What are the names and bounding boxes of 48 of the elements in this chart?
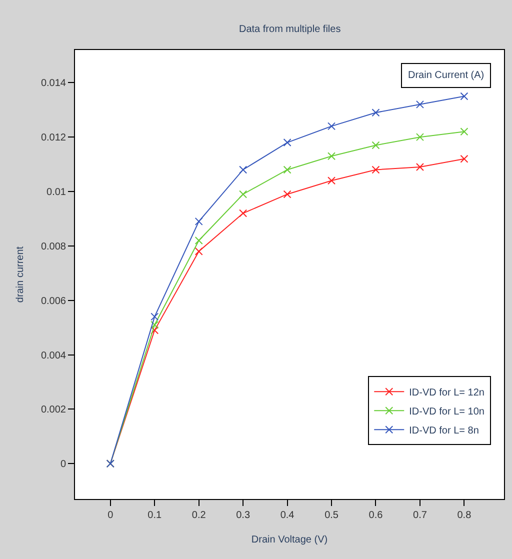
point bbox=[194, 236, 203, 244]
legend-label: ID-VD for L= 12n bbox=[409, 388, 484, 399]
point bbox=[460, 128, 468, 136]
point bbox=[239, 190, 248, 198]
x-tick-label: 0.2 bbox=[192, 510, 206, 521]
point bbox=[283, 190, 292, 198]
point bbox=[283, 166, 292, 174]
point bbox=[194, 247, 203, 256]
point bbox=[150, 326, 159, 334]
point bbox=[416, 133, 424, 142]
point bbox=[328, 122, 336, 130]
point bbox=[150, 320, 159, 329]
x-tick-label: 0.1 bbox=[148, 510, 162, 521]
y-tick-label: 0.014 bbox=[40, 78, 66, 90]
y-tick-label: 0.008 bbox=[40, 241, 66, 252]
y-tick-label: 0.002 bbox=[40, 404, 66, 416]
x-tick-label: 0.6 bbox=[368, 510, 384, 521]
y-tick-label: 0.012 bbox=[40, 132, 66, 144]
point bbox=[283, 138, 292, 147]
point bbox=[239, 209, 248, 218]
point bbox=[328, 152, 336, 160]
legend-label: ID-VD for L= 10n bbox=[409, 406, 484, 418]
point bbox=[460, 154, 468, 163]
y-tick-label: 0.004 bbox=[40, 350, 66, 362]
x-tick-label: 0.5 bbox=[324, 510, 339, 521]
legend-label: ID-VD for L= 8n bbox=[409, 426, 479, 437]
point bbox=[372, 108, 380, 117]
x-tick-label: 0 bbox=[108, 510, 114, 521]
y-tick-label: 0 bbox=[60, 459, 66, 470]
x-axis-title: Drain Voltage (V) bbox=[251, 534, 328, 546]
x-tick-label: 0.7 bbox=[413, 510, 428, 521]
point bbox=[194, 217, 203, 226]
point bbox=[372, 166, 380, 174]
point bbox=[416, 100, 424, 108]
point bbox=[150, 312, 159, 321]
annotation: Drain Current (A) bbox=[408, 70, 484, 81]
x-tick-label: 0.3 bbox=[236, 510, 250, 521]
x-tick-label: 0.4 bbox=[280, 510, 295, 521]
y-tick-label: 0.006 bbox=[40, 296, 66, 307]
y-axis-title: drain current bbox=[14, 246, 26, 303]
point bbox=[328, 176, 336, 185]
point bbox=[372, 141, 380, 150]
point bbox=[239, 166, 248, 174]
point bbox=[460, 92, 468, 100]
y-tick-label: 0.01 bbox=[46, 187, 66, 198]
x-tick-label: 0.8 bbox=[457, 510, 472, 521]
chart-subtitle: Data from multiple files bbox=[239, 24, 341, 35]
point bbox=[416, 163, 424, 172]
